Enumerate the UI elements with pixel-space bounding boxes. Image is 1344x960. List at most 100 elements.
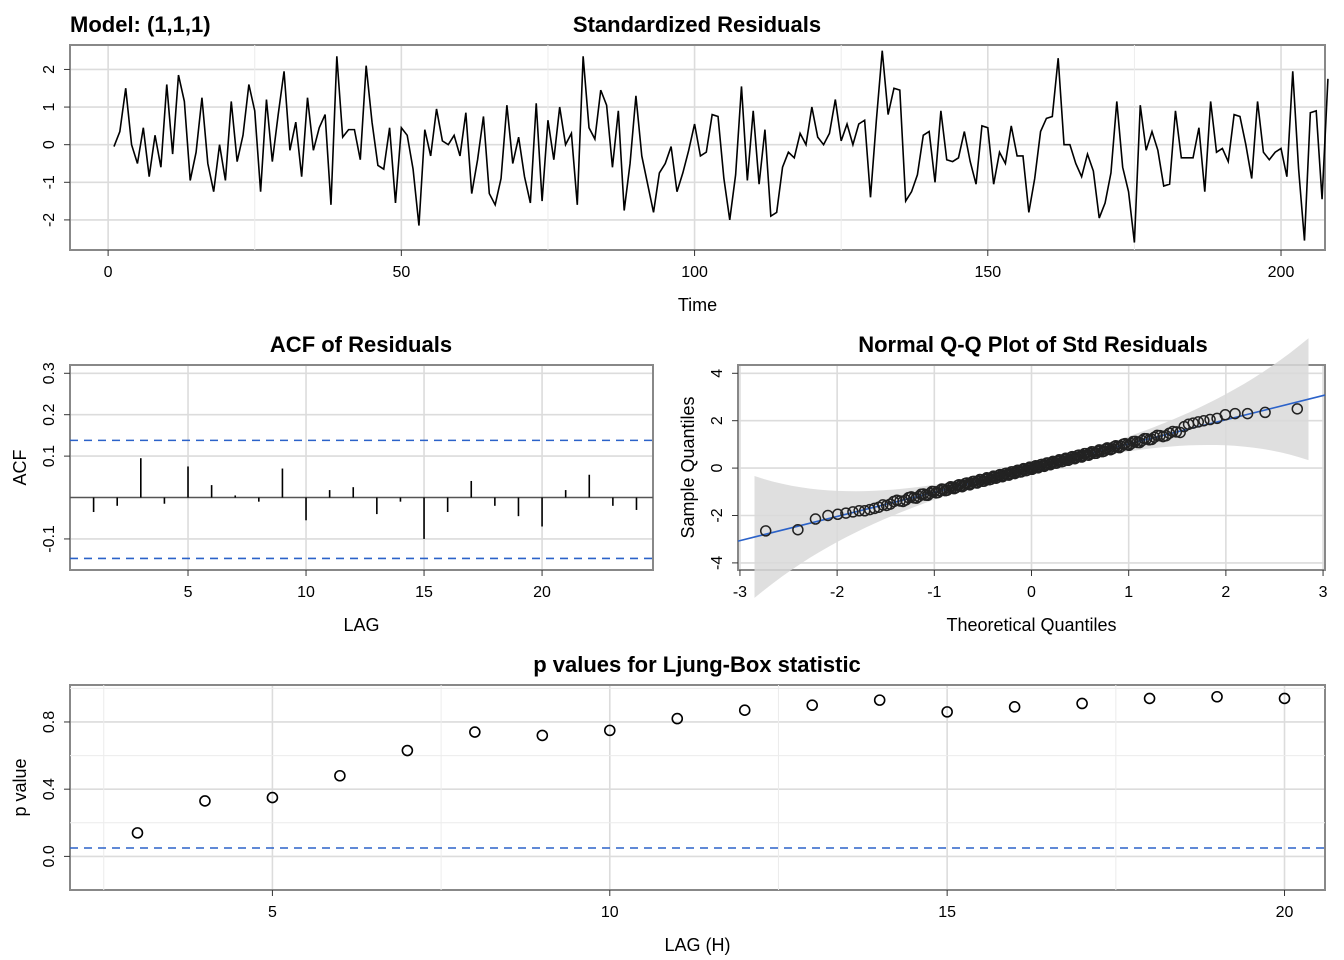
std-resid-ytick-label: -2 (41, 213, 58, 227)
std-resid-series-line (113, 50, 1329, 243)
ljung-point (1143, 692, 1156, 705)
ljung-ytick-label: 0.0 (41, 845, 58, 867)
acf-ylabel: ACF (10, 449, 30, 485)
std-resid-ytick-label: 1 (41, 103, 58, 112)
ljung-frame (69, 684, 1326, 891)
ljung-point (469, 726, 481, 738)
qq-panel: -3 -2 -1 0 1 2 3 -4 -2 0 2 4 Normal Q-Q Plot of Std … (678, 332, 1328, 635)
std-resid-ytick-label: -1 (41, 175, 58, 189)
qq-point (1192, 416, 1205, 428)
qq-point (996, 470, 1009, 483)
std-resid-ytick-label: 0 (41, 140, 58, 149)
qq-point (1148, 431, 1161, 443)
qq-ylabel: Sample Quantiles (678, 396, 698, 538)
qq-point (847, 506, 859, 518)
qq-point (1170, 426, 1183, 438)
ljung-ytick-label: 0.8 (41, 711, 58, 733)
ljung-point (199, 795, 211, 807)
acf-title: ACF of Residuals (270, 332, 452, 357)
qq-ytick-label: -4 (709, 556, 726, 570)
ljung-ylabel: p value (10, 758, 30, 816)
qq-ytick-label: 0 (709, 464, 726, 473)
qq-point (1003, 469, 1015, 481)
ljung-point (603, 724, 616, 737)
ljung-point (401, 744, 414, 757)
qq-xtick-label: -1 (927, 584, 941, 601)
qq-point (1167, 425, 1179, 438)
ljung-panel: 5 10 15 20 0.0 0.4 0.8 p values for Ljung-Box s… (10, 652, 1326, 955)
qq-point (1291, 403, 1304, 415)
ljung-point (334, 769, 346, 782)
acf-xtick-label: 15 (415, 584, 433, 601)
qq-point (941, 484, 953, 496)
acf-ytick-label: -0.1 (41, 525, 58, 553)
qq-point (1259, 406, 1271, 419)
ljung-point (806, 699, 819, 711)
qq-ytick-label: 4 (709, 369, 726, 378)
acf-xtick-label: 5 (184, 584, 193, 601)
qq-point (792, 523, 804, 536)
qq-point (759, 525, 772, 537)
qq-point (1187, 417, 1199, 429)
qq-point (1174, 426, 1186, 439)
model-label: Model: (1,1,1) (70, 12, 211, 37)
qq-xtick-label: -2 (830, 584, 844, 601)
qq-ytick-label: -2 (709, 508, 726, 522)
qq-point (877, 499, 889, 511)
acf-xtick-label: 10 (297, 584, 315, 601)
acf-panel: 5 10 15 20 -0.1 0.1 0.2 0.3 ACF of Residuals LAG A… (10, 332, 654, 635)
acf-xlabel: LAG (343, 615, 379, 635)
ljung-ytick-label: 0.4 (41, 778, 58, 800)
ljung-point (671, 712, 684, 725)
ljung-point (1008, 701, 1021, 713)
std-resid-xtick-label: 150 (974, 264, 1001, 281)
std-resid-ytick-label: 2 (41, 65, 58, 74)
ljung-xtick-label: 10 (601, 904, 619, 921)
qq-xtick-label: -3 (733, 584, 747, 601)
ljung-point (1278, 692, 1291, 705)
qq-point (1009, 467, 1021, 480)
qq-point (1204, 413, 1216, 426)
std-resid-xtick-label: 50 (392, 264, 410, 281)
ljung-title: p values for Ljung-Box statistic (533, 652, 861, 677)
ljung-xtick-label: 5 (268, 904, 277, 921)
std-resid-xtick-label: 0 (104, 264, 113, 281)
std-resid-xtick-label: 200 (1268, 264, 1295, 281)
qq-point (853, 505, 865, 517)
ljung-point (536, 729, 549, 742)
qq-point (809, 513, 822, 525)
std-resid-xtick-label: 100 (681, 264, 708, 281)
qq-point (1229, 407, 1241, 420)
acf-xtick-label: 20 (533, 584, 551, 601)
ljung-xtick-label: 15 (938, 904, 956, 921)
qq-title: Normal Q-Q Plot of Std Residuals (858, 332, 1208, 357)
qq-point (1038, 460, 1051, 473)
qq-point (949, 482, 962, 494)
acf-ytick-label: 0.3 (41, 362, 58, 384)
ljung-point (738, 704, 751, 717)
std-resid-panel: 0 50 100 150 200 -2 -1 0 1 2 Standardized Residual… (41, 12, 1329, 315)
qq-point (1198, 414, 1210, 427)
acf-ytick-label: 0.2 (41, 403, 58, 425)
qq-point (840, 507, 852, 519)
acf-ytick-label: 0.1 (41, 445, 58, 467)
ljung-point (941, 706, 953, 718)
ljung-point (266, 791, 279, 804)
ljung-xtick-label: 20 (1276, 904, 1294, 921)
ljung-point (131, 827, 144, 839)
qq-xlabel: Theoretical Quantiles (946, 615, 1116, 635)
qq-xtick-label: 2 (1221, 584, 1230, 601)
std-resid-xlabel: Time (678, 295, 717, 315)
qq-point (831, 508, 844, 521)
qq-ytick-label: 2 (709, 416, 726, 425)
ljung-point (873, 694, 886, 706)
std-resid-title: Standardized Residuals (573, 12, 821, 37)
qq-xtick-label: 1 (1124, 584, 1133, 601)
ljung-point (1076, 697, 1088, 710)
qq-point (1241, 407, 1254, 420)
acf-frame (69, 364, 654, 571)
qq-xtick-label: 3 (1319, 584, 1328, 601)
ljung-xlabel: LAG (H) (664, 935, 730, 955)
qq-xtick-label: 0 (1027, 584, 1036, 601)
